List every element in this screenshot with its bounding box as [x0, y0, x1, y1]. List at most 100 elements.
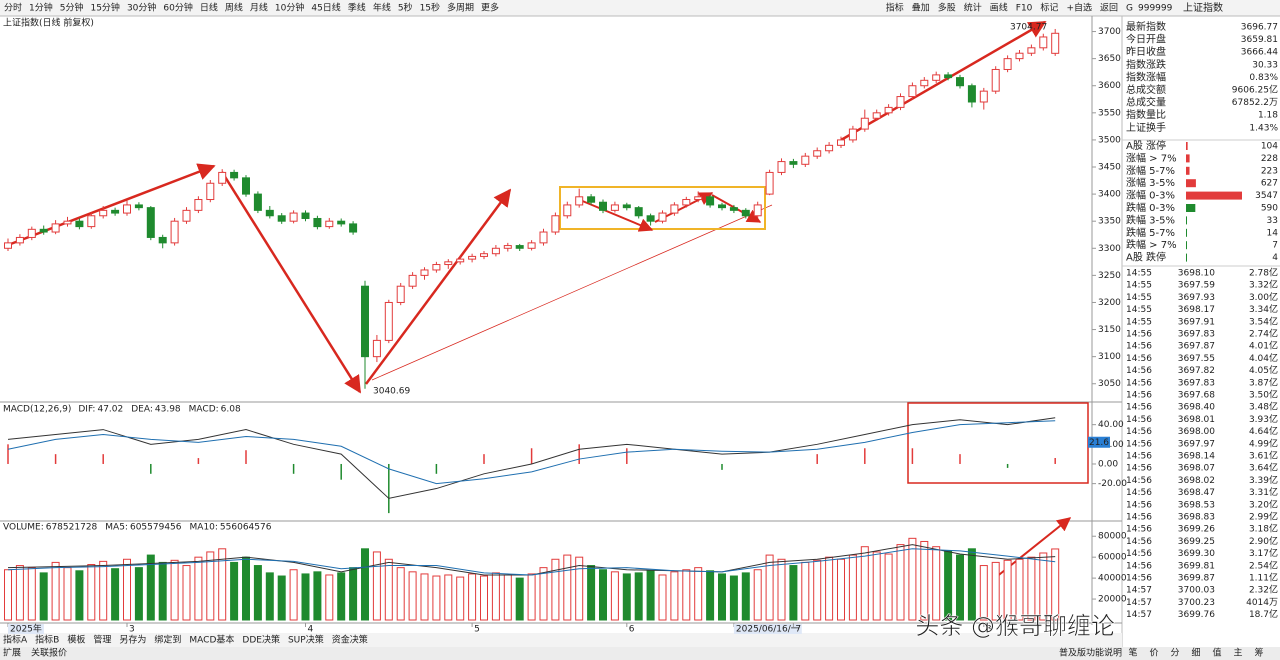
status-item[interactable]: 关联报价 [31, 647, 67, 659]
volume-bar [932, 546, 941, 621]
tick-amount: 3.48亿 [1249, 401, 1278, 413]
tab[interactable]: 模板 [67, 634, 85, 646]
volume-bar [706, 570, 715, 621]
status-icon[interactable]: 分 [1170, 648, 1179, 659]
tick-amount: 4.99亿 [1249, 437, 1278, 449]
y-tick-label: 3700 [1098, 27, 1121, 37]
tab[interactable]: 绑定到 [154, 634, 181, 646]
volume-bar [408, 571, 417, 621]
candle-body [313, 217, 322, 228]
candle-body [753, 204, 762, 217]
candle-body [1003, 58, 1012, 70]
tick-price: 3697.97 [1178, 439, 1215, 449]
candle-body [729, 207, 738, 211]
tab[interactable]: 指标B [35, 634, 59, 646]
volume-bar [634, 572, 643, 621]
breadth-bar [1186, 191, 1242, 200]
tool-button[interactable]: 指标 [886, 2, 904, 14]
period-button[interactable]: 15秒 [420, 2, 440, 14]
help-link[interactable]: 普及版功能说明 [1059, 647, 1122, 659]
candle-body [837, 139, 845, 146]
tool-button[interactable]: 统计 [964, 2, 982, 14]
tick-amount: 3.39亿 [1249, 474, 1278, 486]
tick-amount: 4.05亿 [1249, 364, 1278, 376]
volume-bar [753, 569, 762, 621]
tab[interactable]: DDE决策 [242, 634, 280, 646]
period-button[interactable]: 1分钟 [29, 2, 53, 14]
tick-amount: 18.7亿 [1249, 608, 1278, 620]
candle-body [194, 199, 203, 211]
period-button[interactable]: 更多 [481, 2, 499, 14]
period-button[interactable]: 多周期 [447, 2, 474, 14]
tick-time: 14:55 [1126, 317, 1152, 327]
status-item[interactable]: 扩展 [3, 647, 21, 659]
candle-body [27, 228, 36, 238]
info-label: 最新指数 [1126, 20, 1166, 33]
period-button[interactable]: 周线 [225, 2, 243, 14]
legend-value: 556064576 [220, 523, 272, 533]
tick-time: 14:56 [1126, 464, 1152, 474]
breadth-value: 104 [1261, 142, 1278, 152]
period-button[interactable]: 季线 [348, 2, 366, 14]
tab[interactable]: 另存为 [119, 634, 146, 646]
breadth-bar [1186, 166, 1190, 175]
volume-bar [979, 565, 988, 621]
candle-body [765, 171, 774, 195]
tab[interactable]: 指标A [3, 634, 28, 646]
status-icon[interactable]: 筹 [1254, 647, 1263, 659]
volume-bar [920, 540, 929, 621]
period-button[interactable]: 45日线 [311, 2, 340, 14]
period-button[interactable]: 分时 [4, 2, 22, 14]
tool-button[interactable]: 画线 [990, 2, 1008, 14]
breadth-value: 4 [1272, 253, 1278, 263]
volume-bar [682, 569, 691, 621]
tick-time: 14:55 [1126, 281, 1152, 291]
breadth-bar [1186, 241, 1187, 250]
tab[interactable]: 管理 [93, 634, 111, 646]
x-tick-label: 7 [795, 625, 801, 635]
status-icon[interactable]: 价 [1149, 648, 1158, 659]
period-button[interactable]: 60分钟 [163, 2, 192, 14]
cursor-date-bg [733, 624, 802, 634]
tool-button[interactable]: +自选 [1066, 2, 1092, 14]
tool-button[interactable]: F10 [1016, 4, 1033, 14]
tool-button[interactable]: 返回 [1100, 2, 1118, 14]
volume-bar [15, 565, 24, 621]
status-icon[interactable]: 值 [1212, 647, 1221, 659]
status-icon[interactable]: 主 [1233, 647, 1242, 659]
volume-bar [289, 569, 298, 621]
status-icon[interactable]: 笔 [1128, 647, 1137, 659]
candle-body [944, 74, 953, 79]
tab[interactable]: MACD基本 [189, 634, 234, 646]
candle-body [265, 209, 274, 217]
candle-body [610, 204, 619, 211]
period-button[interactable]: 日线 [200, 2, 218, 14]
period-button[interactable]: 年线 [373, 2, 391, 14]
period-button[interactable]: 月线 [250, 2, 268, 14]
info-value: 1.18 [1258, 111, 1278, 121]
period-button[interactable]: 10分钟 [275, 2, 304, 14]
y-tick-label: -20.00 [1098, 479, 1127, 489]
candle-body [848, 128, 857, 141]
period-button[interactable]: 15分钟 [90, 2, 119, 14]
breadth-label: 涨幅 0-3% [1126, 189, 1175, 202]
candle-body [646, 215, 655, 222]
tool-button[interactable]: 标记 [1040, 2, 1058, 14]
tab[interactable]: SUP决策 [288, 634, 324, 646]
info-value: 9606.25亿 [1232, 84, 1278, 96]
tab[interactable]: 资金决策 [332, 634, 368, 646]
volume-bar [741, 572, 750, 621]
tool-button[interactable]: 叠加 [912, 3, 930, 14]
tool-button[interactable]: 多股 [938, 2, 956, 14]
breadth-label: 涨幅 5-7% [1126, 164, 1175, 177]
status-icon[interactable]: 细 [1191, 647, 1200, 659]
tick-time: 14:56 [1126, 500, 1152, 510]
volume-bar [658, 574, 667, 621]
period-button[interactable]: 5秒 [398, 2, 413, 14]
period-button[interactable]: 30分钟 [127, 2, 156, 14]
volume-bar [991, 561, 1000, 621]
period-button[interactable]: 5分钟 [60, 2, 84, 14]
breadth-bar [1186, 253, 1187, 262]
tick-price: 3700.03 [1178, 586, 1215, 596]
tick-amount: 1.11亿 [1249, 572, 1278, 584]
